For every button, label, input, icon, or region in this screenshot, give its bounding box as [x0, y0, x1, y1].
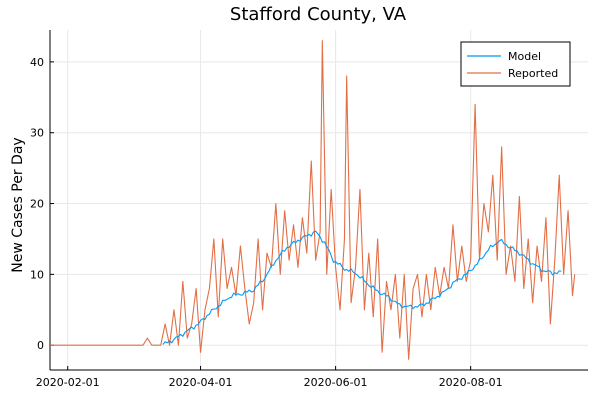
- series-line-model: [162, 230, 562, 345]
- legend-label-model: Model: [508, 50, 541, 63]
- y-tick-label: 40: [30, 56, 44, 69]
- series-line-reported: [50, 40, 576, 360]
- x-tick-label: 2020-04-01: [169, 376, 233, 389]
- legend-label-reported: Reported: [508, 67, 558, 80]
- y-tick-label: 30: [30, 127, 44, 140]
- y-tick-label: 10: [30, 268, 44, 281]
- x-tick-label: 2020-02-01: [36, 376, 100, 389]
- legend-box: [460, 41, 571, 87]
- y-tick-label: 20: [30, 198, 44, 211]
- x-tick-label: 2020-06-01: [304, 376, 368, 389]
- chart-title: Stafford County, VA: [230, 4, 407, 25]
- y-axis-label: New Cases Per Day: [10, 137, 26, 272]
- x-tick-label: 2020-08-01: [439, 376, 503, 389]
- y-tick-label: 0: [37, 339, 44, 352]
- plot-area: [50, 40, 576, 360]
- legend: Model Reported: [460, 41, 571, 87]
- axes: 2020-02-01 2020-04-01 2020-06-01 2020-08-01…: [30, 30, 588, 389]
